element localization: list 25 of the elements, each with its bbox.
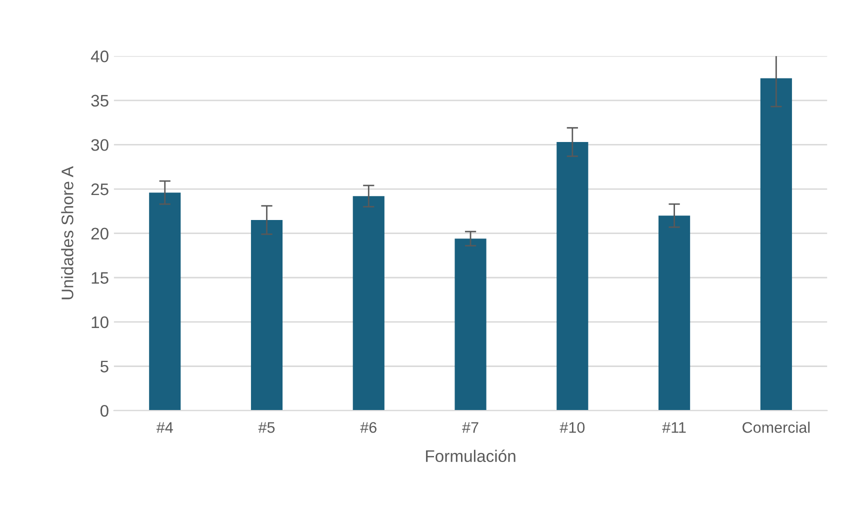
y-tick-label: 40 <box>90 50 108 62</box>
bar <box>250 220 283 411</box>
y-tick-label: 25 <box>91 183 108 196</box>
y-tick-label: 30 <box>91 139 108 151</box>
y-tick-label: 10 <box>92 316 108 328</box>
x-tick-label: Comercial <box>742 422 810 433</box>
y-tick-label: 0 <box>100 404 108 417</box>
bar <box>352 196 384 411</box>
bar <box>454 238 486 411</box>
bar <box>658 216 690 411</box>
x-tick-label: #6 <box>360 422 376 433</box>
y-tick-label: 35 <box>91 94 108 107</box>
y-axis-title: Unidades Shore A <box>61 166 74 300</box>
x-tick-label: #5 <box>258 422 275 433</box>
x-tick-label: #7 <box>462 422 478 433</box>
bar <box>556 142 588 411</box>
y-tick-label: 20 <box>91 228 108 240</box>
x-axis-title: Formulación <box>426 450 516 462</box>
x-tick-label: #11 <box>662 422 686 433</box>
x-tick-label: #10 <box>560 422 585 433</box>
x-tick-label: #4 <box>156 422 173 433</box>
y-tick-label: 15 <box>92 272 108 284</box>
bar <box>760 78 792 411</box>
bar <box>149 192 181 411</box>
y-tick-label: 5 <box>100 360 108 372</box>
